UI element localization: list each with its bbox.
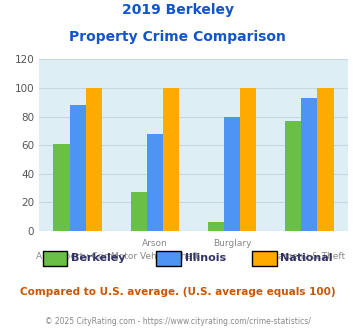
Bar (208, 222, 224, 231)
Text: Arson: Arson (142, 239, 168, 248)
Text: © 2025 CityRating.com - https://www.cityrating.com/crime-statistics/: © 2025 CityRating.com - https://www.city… (45, 317, 310, 326)
Bar (131, 192, 147, 231)
Bar (285, 121, 301, 231)
Bar (70, 105, 86, 231)
Text: Larceny & Theft: Larceny & Theft (273, 252, 345, 261)
Text: All Property Crime: All Property Crime (37, 252, 119, 261)
Bar (163, 88, 179, 231)
Bar (53, 144, 70, 231)
Bar (317, 88, 334, 231)
Bar (301, 98, 317, 231)
Bar (86, 88, 102, 231)
Bar (224, 116, 240, 231)
Text: Motor Vehicle Theft: Motor Vehicle Theft (111, 252, 199, 261)
Text: Burglary: Burglary (213, 239, 251, 248)
Bar (147, 134, 163, 231)
Text: National: National (280, 253, 333, 263)
Text: Illinois: Illinois (185, 253, 226, 263)
Text: Property Crime Comparison: Property Crime Comparison (69, 30, 286, 44)
Text: Berkeley: Berkeley (71, 253, 126, 263)
Text: 2019 Berkeley: 2019 Berkeley (121, 3, 234, 17)
Bar (240, 88, 256, 231)
Text: Compared to U.S. average. (U.S. average equals 100): Compared to U.S. average. (U.S. average … (20, 287, 335, 297)
